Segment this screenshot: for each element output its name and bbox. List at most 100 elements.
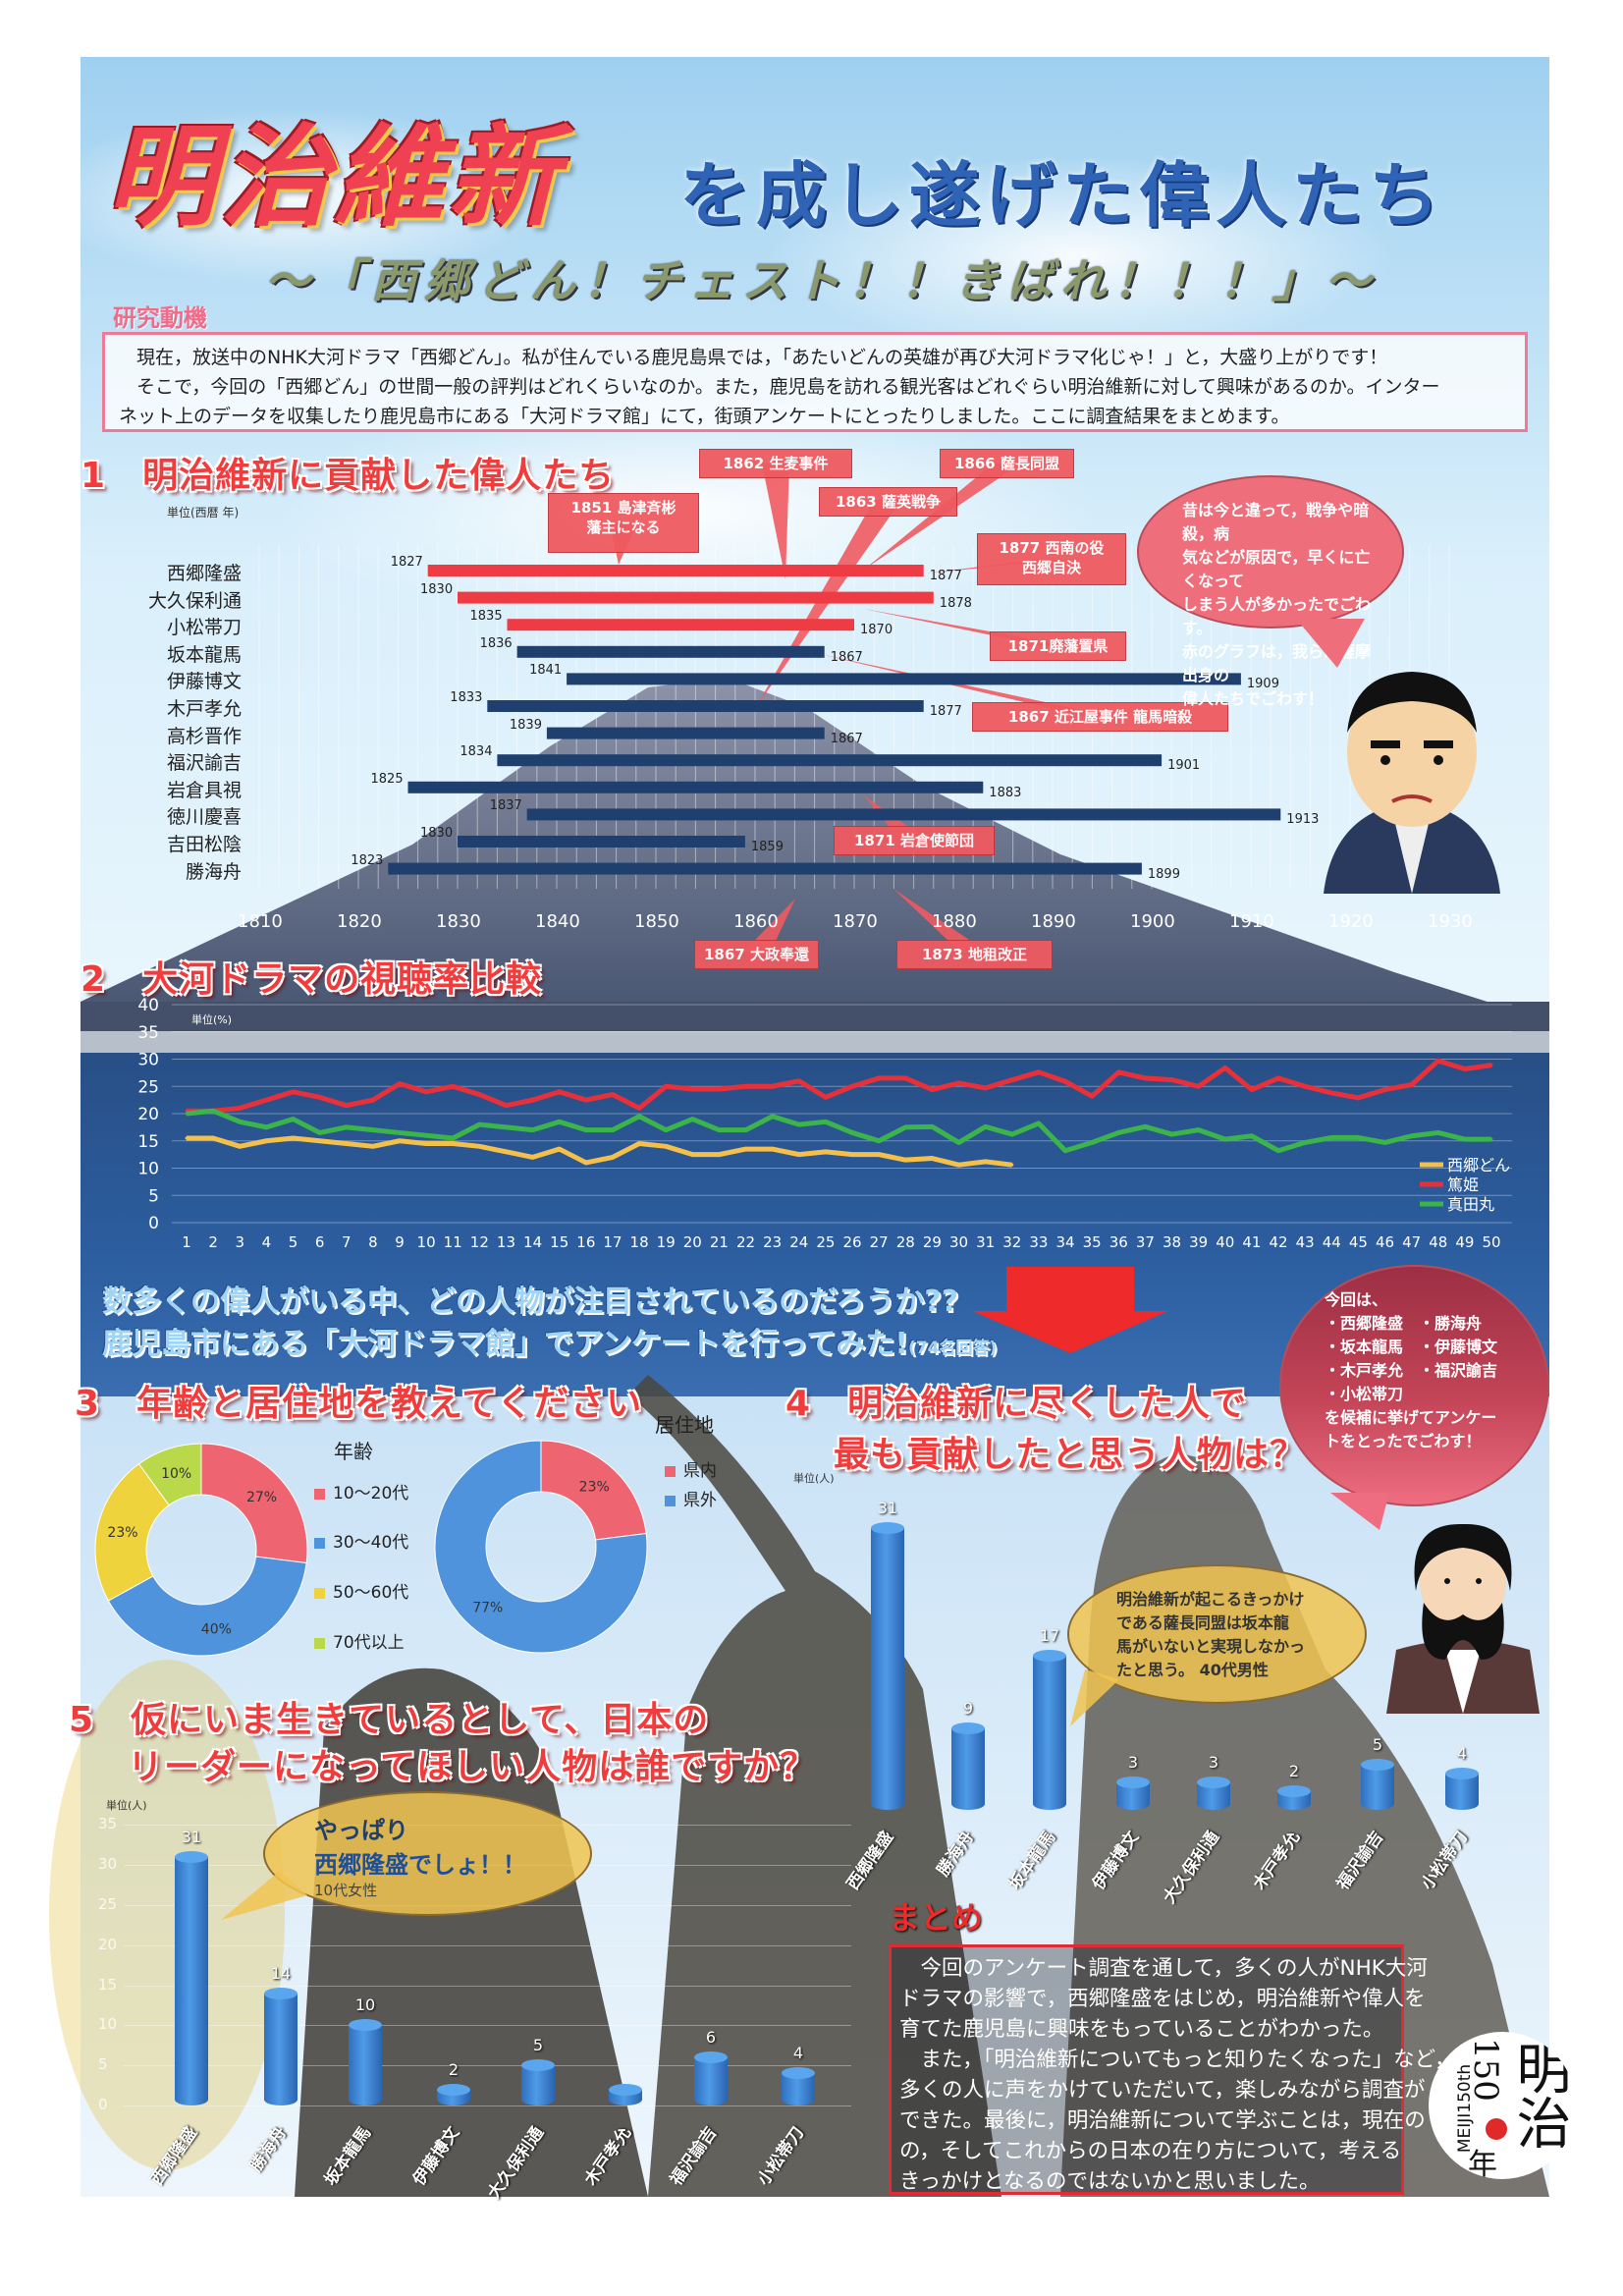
data-point xyxy=(451,1142,455,1146)
data-point xyxy=(398,1130,402,1134)
legend-label: 篤姫 xyxy=(1447,1175,1479,1194)
motive-line: ネット上のデータを収集したり鹿児島市にある「大河ドラマ館」にて，街頭アンケートに… xyxy=(119,406,1290,427)
summary-heading: まとめ xyxy=(889,1899,984,1937)
x-tick-label: 33 xyxy=(1029,1233,1048,1251)
x-tick-label: 42 xyxy=(1269,1233,1287,1251)
bar-top xyxy=(1033,1649,1066,1662)
event-callout: 1863 薩英戦争 xyxy=(819,487,957,517)
x-tick-label: 47 xyxy=(1402,1233,1421,1251)
value-label: 10 xyxy=(354,1995,376,2015)
y-tick-label: 0 xyxy=(98,2096,108,2113)
x-tick-label: 25 xyxy=(816,1233,835,1251)
event-label: 1873 地租改正 xyxy=(922,946,1027,963)
person-name-label: 高杉晋作 xyxy=(166,725,242,747)
donut-slice xyxy=(107,1556,307,1657)
death-year-label: 1867 xyxy=(830,649,863,665)
x-tick-label: 3 xyxy=(235,1233,244,1251)
data-point xyxy=(1303,1084,1307,1088)
legend-swatch xyxy=(665,1465,676,1477)
data-point xyxy=(957,1081,961,1085)
x-tick-label: 15 xyxy=(550,1233,568,1251)
birth-year-label: 1830 xyxy=(420,826,454,841)
section4-heading-line1: 4 明治維新に尽くした人で xyxy=(785,1375,1247,1426)
x-tick-label: 39 xyxy=(1189,1233,1208,1251)
bar-top xyxy=(1445,1767,1479,1779)
data-point xyxy=(451,1136,455,1140)
data-point xyxy=(1489,1064,1493,1067)
summary-line: 今回のアンケート調査を通して，多くの人がNHK大河 xyxy=(899,1956,1428,1981)
x-tick-label: 32 xyxy=(1002,1233,1021,1251)
person-name-label: 木戸孝允 xyxy=(166,698,242,720)
logo-number: 150 xyxy=(1466,2038,1505,2110)
data-point xyxy=(185,1112,189,1116)
data-point xyxy=(238,1120,242,1123)
callout-pointer xyxy=(762,464,789,579)
death-year-label: 1878 xyxy=(939,595,972,611)
legend-item: 30～40代 xyxy=(314,1528,408,1553)
donut-slice xyxy=(540,1440,647,1541)
person-name-label: 徳川慶喜 xyxy=(166,806,242,829)
data-point xyxy=(611,1155,615,1159)
x-tick-label: 46 xyxy=(1376,1233,1394,1251)
saigo-character-illustration xyxy=(1324,672,1500,894)
legend-label: 70代以上 xyxy=(333,1633,405,1653)
y-tick-label: 25 xyxy=(137,1077,159,1097)
bar xyxy=(521,2065,555,2105)
legend-item: 10～20代 xyxy=(314,1479,408,1503)
logo-year: 年 xyxy=(1468,2148,1497,2179)
data-point xyxy=(1010,1078,1014,1082)
birth-year-label: 1834 xyxy=(460,744,493,760)
data-point xyxy=(637,1106,641,1110)
motive-line: 現在，放送中のNHK大河ドラマ「西郷どん」。私が住んでいる鹿児島県では，「あたい… xyxy=(136,347,1388,368)
event-callout: 1866 薩長同盟 xyxy=(940,449,1074,478)
data-point xyxy=(797,1122,801,1126)
data-point xyxy=(451,1084,455,1088)
lifespan-bar xyxy=(546,727,825,739)
birth-year-label: 1837 xyxy=(489,798,522,814)
summary-line: きっかけとなるのではないかと思いました。 xyxy=(899,2169,1321,2194)
bar xyxy=(175,1857,208,2105)
data-point xyxy=(1170,1078,1174,1082)
section-title: 明治維新に貢献した偉人たち xyxy=(142,456,616,496)
title-main-blue: を成し遂げた偉人たち xyxy=(679,154,1446,237)
bubble-line: しまう人が多かったでごわす。 xyxy=(1182,595,1372,637)
callout-pointer xyxy=(820,654,1114,717)
summary-line: 育てた鹿児島に興味をもっていることがわかった。 xyxy=(899,2017,1384,2042)
x-tick-label: 37 xyxy=(1136,1233,1155,1251)
data-point xyxy=(611,1128,615,1132)
lifespan-bar xyxy=(407,781,984,793)
event-label: 1867 大政奉還 xyxy=(704,946,809,963)
gridline xyxy=(124,1985,851,1987)
death-year-label: 1899 xyxy=(1147,866,1180,882)
lifespan-bar xyxy=(516,645,825,658)
data-point xyxy=(345,1125,349,1129)
gridline xyxy=(124,2105,851,2106)
data-point xyxy=(1410,1083,1414,1087)
data-point xyxy=(558,1120,562,1123)
bubble-line: である薩長同盟は坂本龍 xyxy=(1116,1613,1289,1632)
donut-slice xyxy=(94,1462,170,1602)
timeline-unit: 単位(西暦 年) xyxy=(167,506,240,519)
data-point xyxy=(744,1147,748,1151)
x-tick-label: 8 xyxy=(368,1233,378,1251)
data-point xyxy=(504,1125,508,1129)
death-year-label: 1870 xyxy=(860,623,893,638)
bar-top xyxy=(1197,1777,1230,1789)
data-point xyxy=(637,1142,641,1146)
data-point xyxy=(1090,1094,1094,1098)
value-label: 3 xyxy=(1208,1753,1219,1773)
value-label: 5 xyxy=(532,2036,544,2055)
data-point xyxy=(611,1093,615,1097)
birth-year-label: 1835 xyxy=(469,609,503,625)
event-callout: 1871 岩倉使節団 xyxy=(834,826,995,855)
x-tick-label: 29 xyxy=(923,1233,942,1251)
data-point xyxy=(850,1130,854,1134)
section-title: 仮にいま生きているとして、日本の xyxy=(131,1700,710,1740)
x-tick-label: 44 xyxy=(1323,1233,1341,1251)
bar-top xyxy=(175,1851,208,1864)
legend-item: 県外 xyxy=(665,1486,717,1510)
legend-item: 70代以上 xyxy=(314,1628,405,1653)
legend-label: 真田丸 xyxy=(1447,1195,1494,1214)
bubble-line: 明治維新が起こるきっかけ xyxy=(1116,1590,1305,1609)
